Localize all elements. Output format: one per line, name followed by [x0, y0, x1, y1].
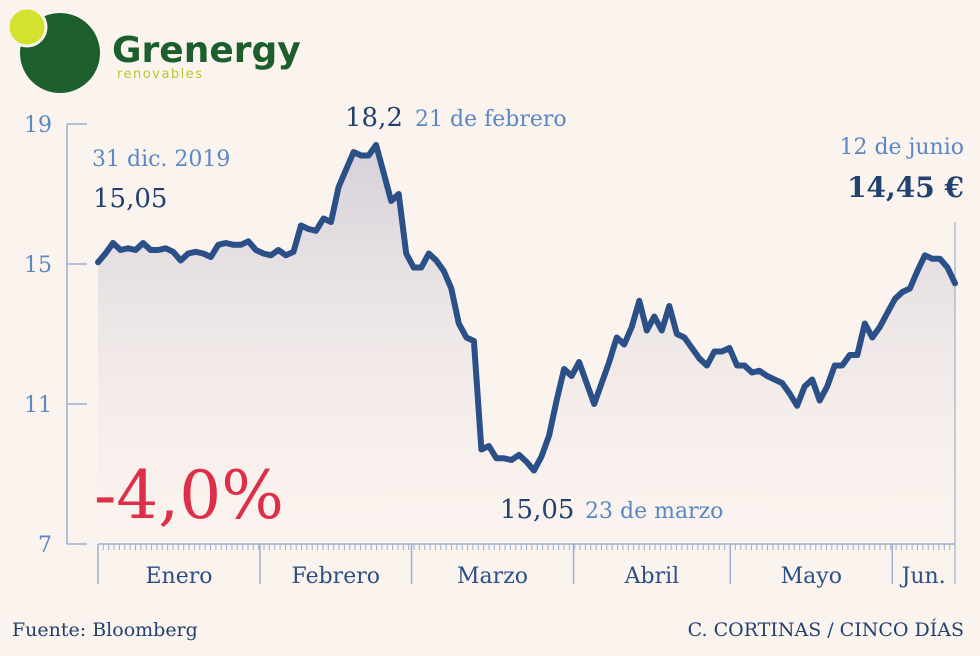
month-label: Enero — [145, 564, 212, 589]
logo-name: Grenergy — [112, 30, 301, 71]
source-label: Fuente: Bloomberg — [12, 619, 198, 641]
price-area — [98, 145, 955, 544]
min-date-label: 23 de marzo — [585, 499, 723, 524]
y-axis-labels: 19 15 11 7 — [24, 113, 52, 558]
end-date-label: 12 de junio — [839, 135, 964, 160]
max-date-label: 21 de febrero — [415, 107, 567, 132]
y-tick-label: 7 — [38, 533, 52, 558]
price-line — [95, 142, 958, 474]
end-value-label: 14,45 € — [847, 171, 964, 204]
month-label: Febrero — [292, 564, 380, 589]
month-label: Abril — [624, 564, 680, 589]
month-label: Mayo — [781, 564, 842, 589]
start-date-label: 31 dic. 2019 — [92, 147, 230, 172]
max-value-label: 18,2 — [345, 103, 403, 133]
logo-lime-circle — [6, 6, 48, 48]
min-value-label: 15,05 — [500, 495, 574, 525]
x-axis-labels: Enero Febrero Marzo Abril Mayo Jun. — [145, 564, 945, 589]
y-tick-label: 19 — [24, 113, 52, 138]
change-percent: -4,0% — [94, 457, 284, 534]
y-tick-label: 15 — [24, 253, 52, 278]
grenergy-logo: Grenergy renovables — [6, 6, 301, 93]
credit-label: C. CORTINAS / CINCO DÍAS — [688, 618, 964, 641]
month-label: Jun. — [900, 564, 946, 589]
month-label: Marzo — [457, 564, 528, 589]
y-tick-label: 11 — [24, 393, 52, 418]
start-value-label: 15,05 — [93, 184, 167, 214]
logo-subtitle: renovables — [117, 67, 204, 82]
axes — [66, 123, 956, 584]
